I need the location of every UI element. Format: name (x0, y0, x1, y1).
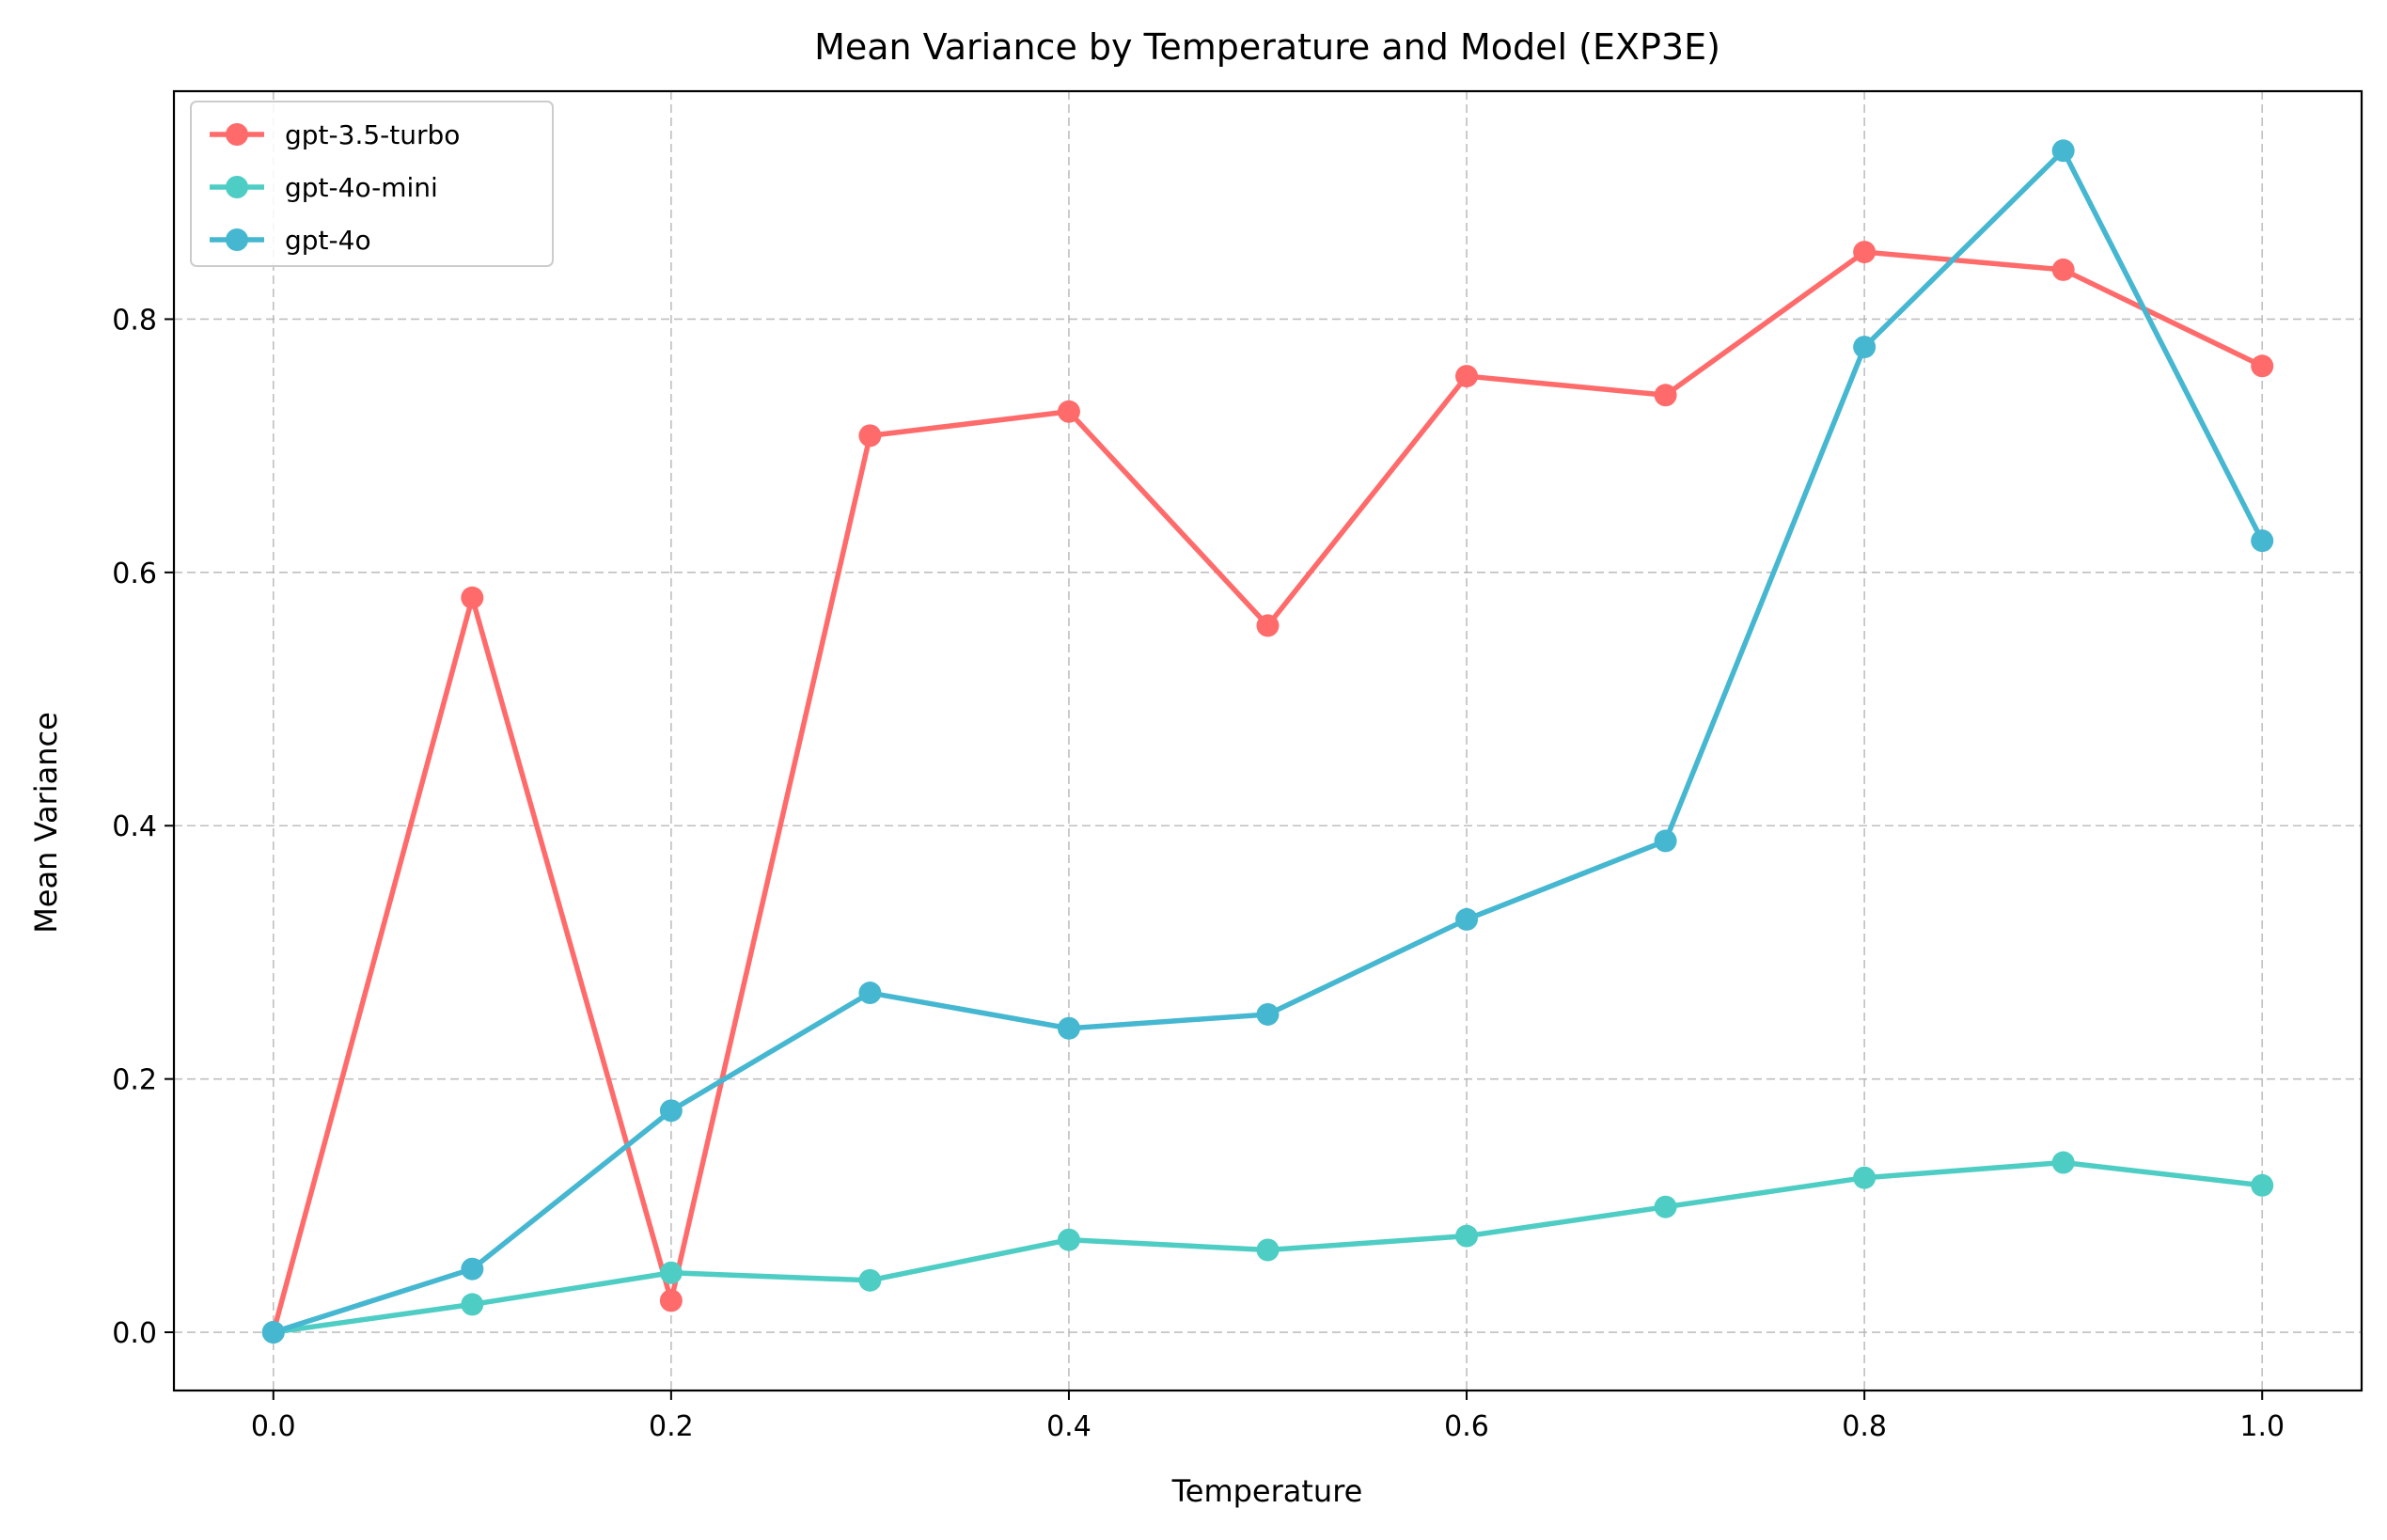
ticks: 0.0 0.2 0.4 0.6 0.8 1.0 0.0 0.2 0.4 0.6 0.8 (112, 304, 2285, 1443)
data-point (2051, 139, 2075, 163)
data-point (659, 1099, 683, 1123)
legend-label: gpt-4o (285, 225, 371, 256)
y-tick-label: 0.6 (112, 558, 157, 590)
data-point (858, 424, 882, 448)
legend-marker (226, 228, 248, 251)
legend: gpt-3.5-turbo gpt-4o-mini gpt-4o (190, 101, 554, 267)
data-point (1057, 1016, 1080, 1040)
data-point (2251, 354, 2274, 378)
plot-frame (172, 89, 2363, 1392)
data-point (2251, 1173, 2274, 1197)
data-point (1654, 829, 1677, 853)
x-tick-label: 0.8 (1842, 1410, 1887, 1443)
data-point (1853, 1166, 1877, 1189)
data-point (2051, 258, 2075, 281)
grid (174, 91, 2362, 1391)
data-point (1455, 907, 1479, 931)
legend-item: gpt-4o (210, 225, 371, 256)
data-point (858, 982, 882, 1005)
axes (172, 89, 2363, 1392)
data-point (461, 1257, 484, 1281)
data-point (261, 1321, 285, 1344)
y-tick-label: 0.2 (112, 1064, 157, 1097)
legend-marker (226, 176, 248, 198)
data-point (659, 1289, 683, 1312)
data-point (1455, 365, 1479, 388)
data-point (659, 1261, 683, 1284)
legend-item: gpt-4o-mini (210, 172, 438, 203)
data-point (2251, 529, 2274, 553)
data-point (1455, 1224, 1479, 1248)
y-tick-label: 0.4 (112, 810, 157, 843)
series-gpt-4o (261, 139, 2274, 1344)
data-point (1654, 384, 1677, 407)
data-point (1057, 400, 1080, 423)
x-tick-label: 0.0 (251, 1410, 296, 1443)
legend-marker (226, 123, 248, 146)
legend-box (190, 101, 554, 267)
data-point (858, 1268, 882, 1292)
x-tick-label: 0.4 (1046, 1410, 1091, 1443)
chart-title: Mean Variance by Temperature and Model (… (814, 26, 1720, 68)
series-layer (261, 139, 2274, 1344)
x-tick-label: 1.0 (2239, 1410, 2285, 1443)
data-point (1853, 241, 1877, 264)
data-point (1853, 336, 1877, 359)
data-point (1256, 614, 1280, 637)
data-point (1256, 1002, 1280, 1026)
data-point (461, 1293, 484, 1316)
series-gpt-3.5-turbo (261, 241, 2274, 1344)
series-gpt-4o-mini (261, 1151, 2274, 1344)
y-axis-label: Mean Variance (28, 712, 64, 934)
data-point (1057, 1228, 1080, 1251)
y-tick-label: 0.0 (112, 1317, 157, 1350)
x-tick-label: 0.6 (1444, 1410, 1489, 1443)
legend-item: gpt-3.5-turbo (210, 119, 460, 150)
legend-label: gpt-3.5-turbo (285, 119, 460, 150)
data-point (2051, 1151, 2075, 1174)
x-tick-label: 0.2 (649, 1410, 694, 1443)
data-point (1654, 1195, 1677, 1218)
data-point (1256, 1238, 1280, 1262)
legend-label: gpt-4o-mini (285, 172, 438, 203)
x-axis-label: Temperature (1171, 1473, 1363, 1509)
data-point (461, 586, 484, 609)
y-tick-label: 0.8 (112, 304, 157, 337)
